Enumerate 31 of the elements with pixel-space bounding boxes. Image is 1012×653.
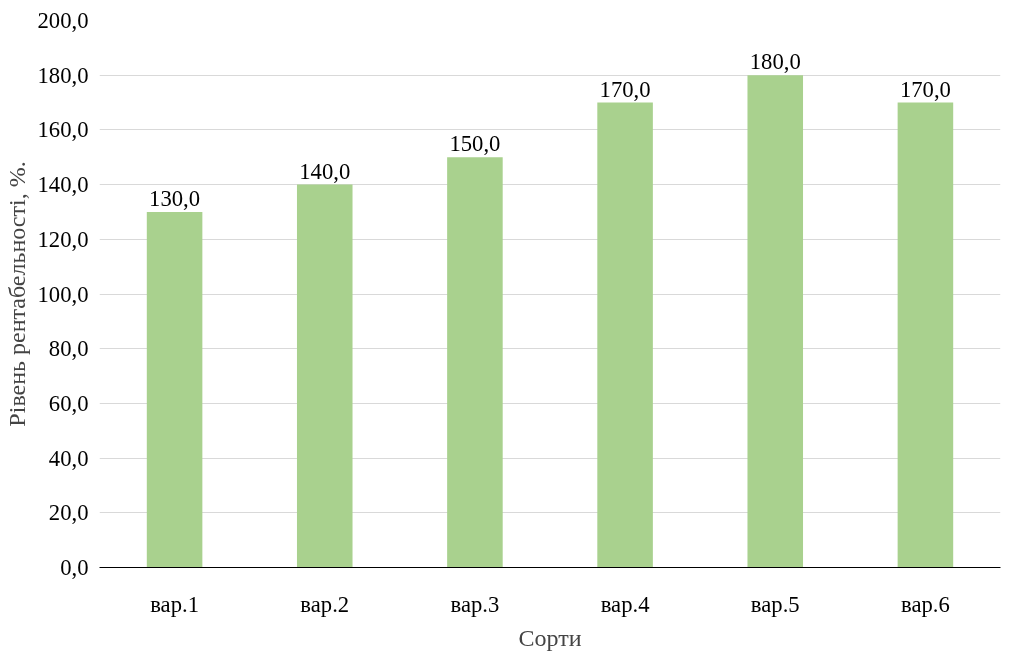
x-tick-label: вар.5 bbox=[750, 591, 800, 617]
y-tick-label: 40,0 bbox=[48, 445, 89, 471]
y-tick-label: 140,0 bbox=[37, 172, 89, 198]
y-tick-label: 160,0 bbox=[37, 117, 89, 143]
data-label: 150,0 bbox=[449, 131, 501, 157]
y-tick-label: 0,0 bbox=[60, 555, 89, 580]
y-axis-title: Рівень рентабельності, %. bbox=[3, 161, 30, 427]
x-axis-title: Сорти bbox=[518, 624, 582, 651]
data-label: 180,0 bbox=[749, 49, 801, 75]
x-tick-label: вар.1 bbox=[150, 591, 199, 617]
y-tick-label: 80,0 bbox=[48, 336, 89, 362]
x-tick-label: вар.3 bbox=[450, 591, 500, 617]
y-tick-label: 200,0 bbox=[37, 8, 89, 33]
data-label: 140,0 bbox=[299, 158, 351, 184]
y-tick-label: 20,0 bbox=[48, 500, 89, 526]
data-label: 170,0 bbox=[599, 76, 651, 102]
y-tick-label: 180,0 bbox=[37, 62, 89, 88]
x-tick-label: вар.6 bbox=[901, 591, 950, 617]
y-tick-label: 120,0 bbox=[37, 226, 89, 252]
y-tick-label: 100,0 bbox=[37, 281, 89, 307]
bar bbox=[897, 102, 954, 568]
x-tick-label: вар.2 bbox=[300, 591, 350, 617]
x-tick-label: вар.4 bbox=[600, 591, 650, 617]
y-tick-label: 60,0 bbox=[48, 390, 89, 416]
bar bbox=[597, 102, 653, 568]
bar bbox=[447, 157, 503, 568]
bar bbox=[146, 211, 203, 568]
bar bbox=[296, 184, 353, 568]
data-label: 130,0 bbox=[149, 185, 201, 211]
bar bbox=[747, 75, 804, 568]
data-label: 170,0 bbox=[899, 76, 951, 102]
